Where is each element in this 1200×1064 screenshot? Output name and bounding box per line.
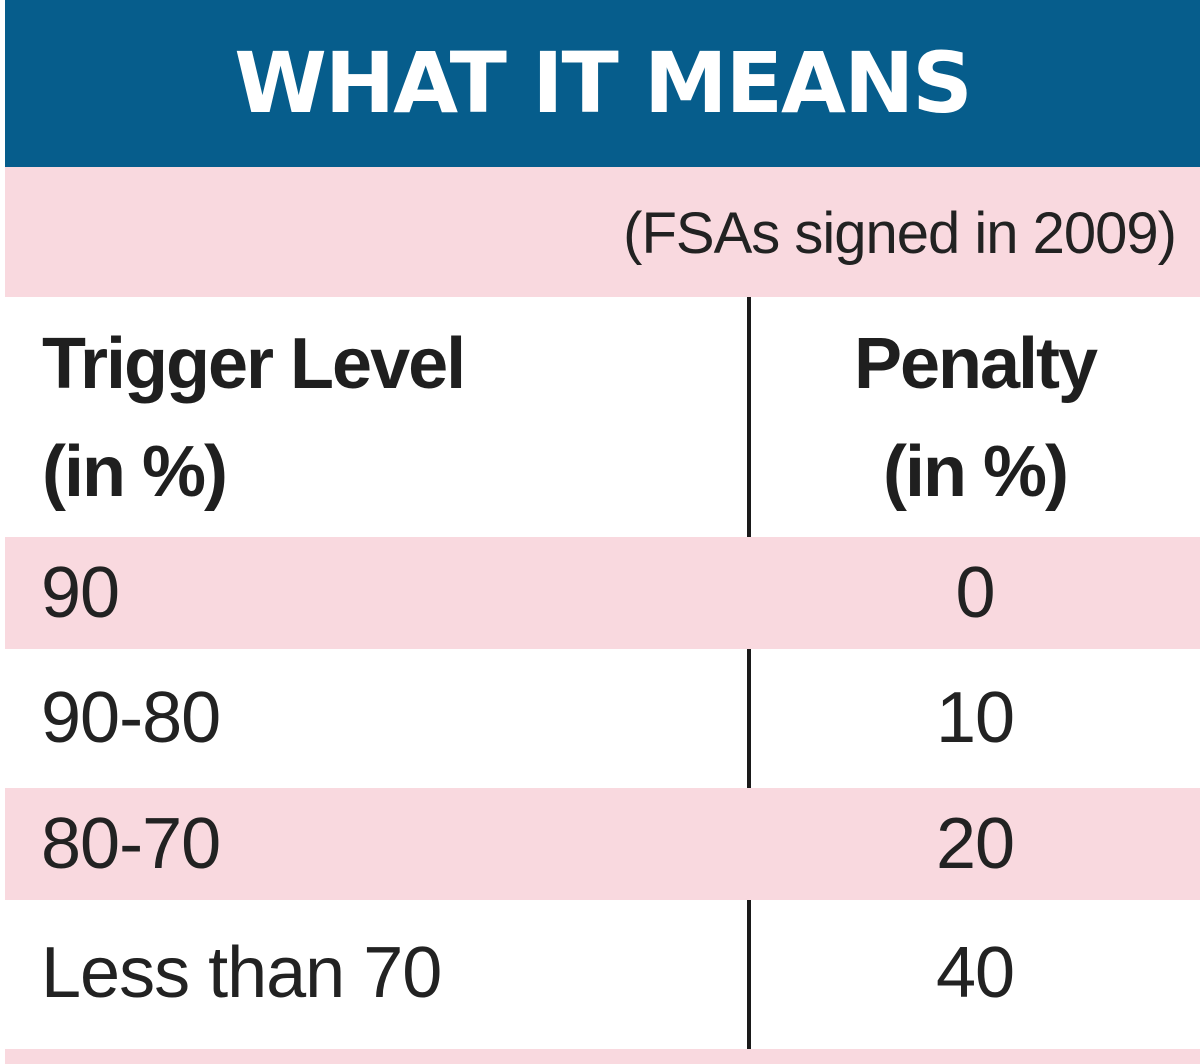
table-row: 90-80 10 bbox=[5, 662, 1200, 774]
column-divider bbox=[747, 297, 751, 1053]
bottom-band bbox=[5, 1049, 1200, 1064]
trigger-cell: 80-70 bbox=[41, 804, 221, 884]
trigger-cell: Less than 70 bbox=[41, 933, 442, 1013]
header-trigger-level: Trigger Level (in %) bbox=[42, 310, 466, 526]
header-penalty-line1: Penalty bbox=[853, 324, 1098, 404]
trigger-cell: 90-80 bbox=[41, 678, 221, 758]
header-penalty: Penalty (in %) bbox=[810, 310, 1140, 526]
penalty-cell: 10 bbox=[935, 678, 1015, 758]
title-banner: WHAT IT MEANS bbox=[5, 0, 1200, 167]
penalty-cell: 0 bbox=[955, 553, 995, 633]
table-row: 90 0 bbox=[5, 537, 1200, 649]
table-row: Less than 70 40 bbox=[5, 917, 1200, 1029]
penalty-cell: 40 bbox=[935, 933, 1015, 1013]
header-trigger-level-line1: Trigger Level bbox=[42, 324, 466, 404]
subtitle-band: (FSAs signed in 2009) bbox=[5, 167, 1200, 297]
subtitle: (FSAs signed in 2009) bbox=[623, 201, 1177, 266]
header-trigger-level-line2: (in %) bbox=[42, 432, 228, 512]
trigger-cell: 90 bbox=[41, 553, 120, 633]
penalty-cell: 20 bbox=[935, 804, 1015, 884]
header-penalty-line2: (in %) bbox=[883, 432, 1069, 512]
table-row: 80-70 20 bbox=[5, 788, 1200, 900]
